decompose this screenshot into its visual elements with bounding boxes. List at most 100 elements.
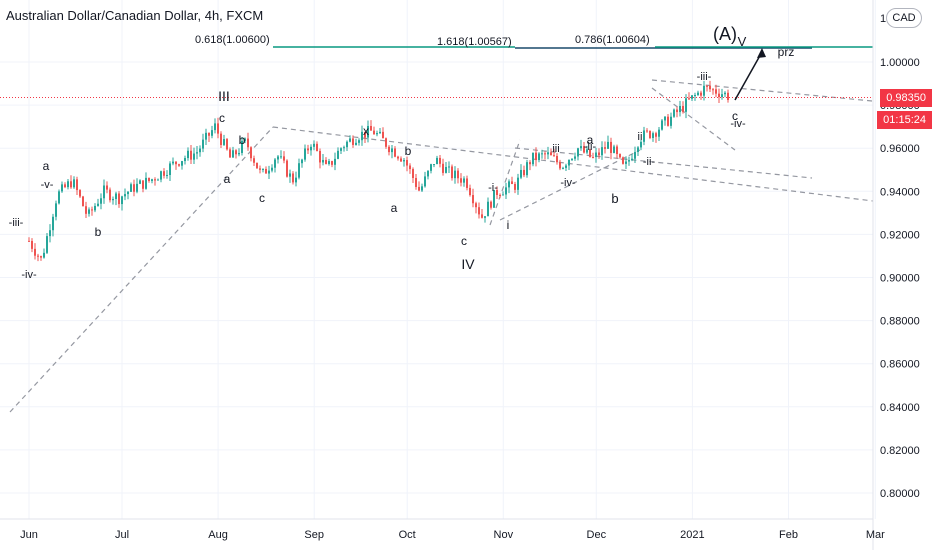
candle-body [715,89,717,94]
candle-body [121,196,123,205]
candle-body [586,149,588,153]
candle-body [361,131,363,141]
candle-body [178,164,180,166]
candle-body [340,148,342,151]
current-price-badge: 0.98350 [880,89,932,107]
candle-body [232,150,234,158]
candle-body [49,230,51,237]
candle-body [241,140,243,153]
candle-body [100,198,102,204]
currency-button[interactable]: CAD [886,8,922,28]
candle-body [547,152,549,155]
wedge-line-upper [651,79,873,102]
candle-body [37,255,39,257]
candle-body [559,162,561,169]
candle-body [580,146,582,149]
candle-body [334,158,336,165]
candle-body [319,150,321,163]
candle-body [157,179,159,181]
candle-body [274,159,276,168]
candle-body [529,162,531,165]
candle-body [190,150,192,160]
candle-body [445,166,447,173]
candle-body [397,156,399,159]
candle-body [382,131,384,139]
wave-guide-lines [0,79,874,413]
candle-body [430,164,432,171]
price-tick-label: 0.90000 [880,273,920,285]
candle-body [79,190,81,197]
candle-body [604,147,606,149]
candle-body [169,163,171,175]
candle-body [637,147,639,152]
candle-body [499,195,501,197]
candle-body [691,95,693,99]
candle-body [562,167,564,169]
candle-body [520,169,522,178]
candle-body [613,146,615,153]
wave-label-A-sub: V [738,34,747,49]
candle-body [64,184,66,188]
wave-label-iii-3: -iii- [697,71,712,83]
candle-body [142,180,144,189]
candle-body [97,203,99,206]
candle-body [205,132,207,140]
candle-body [256,162,258,169]
candle-body [103,185,105,199]
candle-body [415,177,417,187]
candle-body [424,176,426,187]
candle-body [220,133,222,145]
candle-body [427,170,429,177]
price-tick-label: 1 [880,13,886,25]
candle-body [643,130,645,142]
candle-body [226,139,228,150]
candle-body [553,155,555,157]
prz-label: prz [778,45,795,59]
candle-body [475,203,477,208]
candle-body [532,152,534,165]
candle-body [661,120,663,130]
candle-body [349,138,351,142]
candle-body [40,256,42,258]
candle-body [172,161,174,164]
candle-body [145,177,147,189]
candle-body [373,130,375,135]
candle-body [433,164,435,166]
time-tick-label: Jul [115,529,129,541]
candle-body [211,130,213,136]
candle-body [46,236,48,253]
candle-body [268,170,270,174]
candle-body [301,159,303,164]
price-tick-label: 1.00000 [880,57,920,69]
candle-body [199,148,201,153]
candle-body [628,160,630,162]
wave-label-c3: c [461,234,467,248]
candle-body [514,183,516,190]
candle-body [310,146,312,151]
wave-label-small-i: ii [638,131,643,143]
candle-body [88,209,90,214]
candle-body [727,92,729,100]
candle-body [283,156,285,161]
candle-body [52,216,54,231]
candle-body [484,216,486,218]
countdown-badge: 01:15:24 [877,111,932,129]
candle-body [184,158,186,162]
candle-body [487,201,489,217]
candle-body [109,189,111,201]
wave-label-c: c [219,111,225,125]
candle-body [565,165,567,168]
candle-body [724,92,726,95]
fib-label-1618: 1.618(1.00567) [437,36,512,48]
prz-arrow [734,51,763,101]
candle-body [58,191,60,204]
candle-body [328,161,330,164]
wave-label-x: x [363,124,369,138]
candle-body [229,149,231,158]
candle-body [28,240,30,242]
candle-body [706,85,708,87]
candle-body [541,153,543,155]
wave-label-III: III [218,88,230,104]
